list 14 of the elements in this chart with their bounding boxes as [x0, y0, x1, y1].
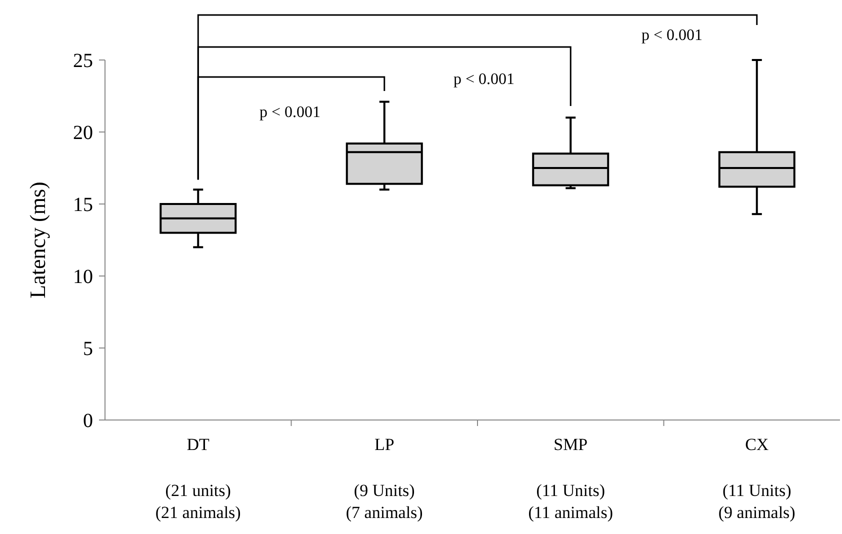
- y-tick-label: 10: [73, 266, 93, 288]
- category-label: SMP (11 Units) (11 animals): [528, 435, 614, 522]
- y-axis-title: Latency (ms): [25, 182, 50, 298]
- y-tick-label: 5: [83, 338, 93, 360]
- text: p < 0.001: [641, 27, 703, 44]
- category-label: CX (11 Units) (9 animals): [718, 435, 796, 522]
- y-tick-label: 0: [83, 410, 93, 432]
- y-tick-label: 15: [73, 194, 93, 216]
- category-label: LP (9 Units) (7 animals): [346, 435, 423, 522]
- y-tick-label: 25: [73, 50, 93, 72]
- category-label: DT (21 units) (21 animals): [155, 435, 241, 522]
- y-tick-label: 20: [73, 122, 93, 144]
- annotation: p < 0.001: [259, 104, 321, 121]
- annotation: p < 0.001: [453, 71, 515, 88]
